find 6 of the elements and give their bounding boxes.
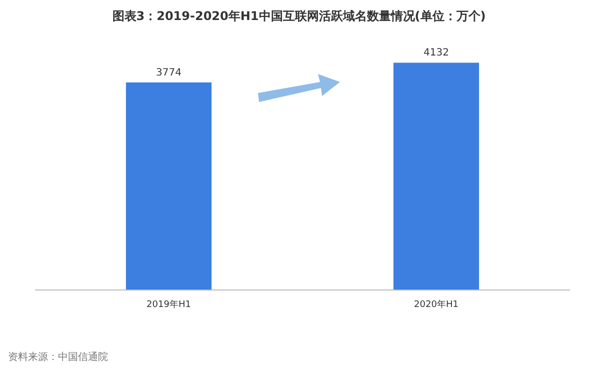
data-label: 3774 <box>156 67 182 78</box>
data-label: 4132 <box>424 48 449 59</box>
x-tick-label: 2019年H1 <box>146 299 191 310</box>
chart-title: 图表3：2019-2020年H1中国互联网活跃域名数量情况(单位：万个) <box>112 9 486 23</box>
text: 资料来源：中国信通院 <box>8 351 108 363</box>
x-tick-label: 2020年H1 <box>414 299 458 310</box>
